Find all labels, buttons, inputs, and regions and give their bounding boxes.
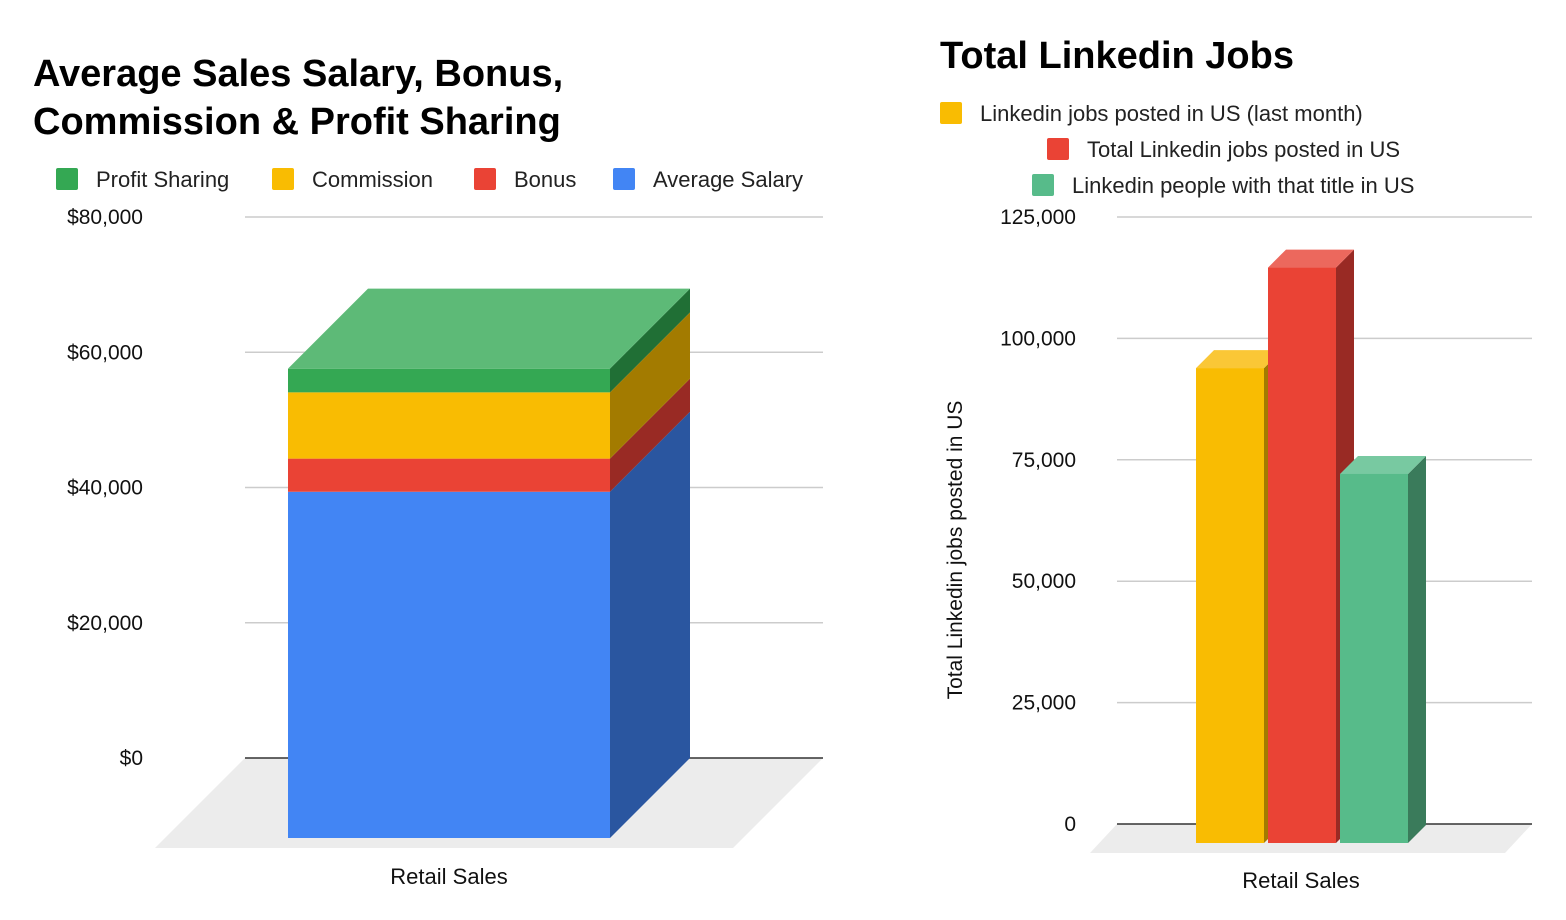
right-legend-label: Linkedin jobs posted in US (last month) <box>980 101 1363 126</box>
right-legend-swatch <box>1032 174 1054 196</box>
left-legend-swatch <box>272 168 294 190</box>
right-chart-y-tick-label: 125,000 <box>1000 206 1076 229</box>
right-legend-label: Linkedin people with that title in US <box>1072 173 1414 198</box>
left-bar-segment-front <box>288 392 610 459</box>
right-bar-front <box>1196 368 1264 843</box>
right-chart-y-tick-label: 0 <box>1064 813 1076 836</box>
left-chart-y-tick-label: $0 <box>120 747 143 770</box>
right-bar-side <box>1408 455 1426 843</box>
right-chart-y-tick-label: 25,000 <box>1012 692 1076 715</box>
right-legend-swatch <box>1047 138 1069 160</box>
right-chart-title: Total Linkedin Jobs <box>940 35 1294 77</box>
left-legend-label: Bonus <box>514 167 576 192</box>
left-chart-y-tick-label: $20,000 <box>67 612 143 635</box>
left-bar-segment-side <box>610 288 690 393</box>
left-legend-swatch <box>56 168 78 190</box>
left-chart-y-tick-label: $80,000 <box>67 206 143 229</box>
left-chart-y-tick-label: $60,000 <box>67 341 143 364</box>
left-chart-category-label: Retail Sales <box>390 864 507 889</box>
right-legend-label: Total Linkedin jobs posted in US <box>1087 137 1400 162</box>
left-bar-top <box>288 288 690 369</box>
right-bar-front <box>1268 267 1336 844</box>
left-bar-segment-front <box>288 458 610 492</box>
right-chart-y-tick-label: 100,000 <box>1000 327 1076 350</box>
right-legend-swatch <box>940 102 962 124</box>
right-bar-top <box>1268 249 1354 268</box>
right-bar-top <box>1196 350 1282 369</box>
left-legend-label: Commission <box>312 167 433 192</box>
left-legend-label: Average Salary <box>653 167 803 192</box>
left-legend-label: Profit Sharing <box>96 167 229 192</box>
right-chart-y-tick-label: 50,000 <box>1012 570 1076 593</box>
right-bar-front <box>1340 473 1408 843</box>
right-chart-y-tick-label: 75,000 <box>1012 449 1076 472</box>
left-bar-segment-side <box>610 411 690 838</box>
left-chart-title-line-1: Average Sales Salary, Bonus, <box>33 53 563 95</box>
right-chart-y-axis-label: Total Linkedin jobs posted in US <box>944 401 967 700</box>
left-chart-y-tick-label: $40,000 <box>67 477 143 500</box>
left-legend-swatch <box>613 168 635 190</box>
left-bar-segment-side <box>610 378 690 492</box>
left-bar-segment-side <box>610 312 690 459</box>
right-chart-category-label: Retail Sales <box>1242 868 1359 893</box>
left-legend-swatch <box>474 168 496 190</box>
left-bar-segment-front <box>288 368 610 393</box>
left-bar-segment-front <box>288 491 610 838</box>
left-chart-title-line-2: Commission & Profit Sharing <box>33 101 561 143</box>
right-bar-top <box>1340 455 1426 474</box>
